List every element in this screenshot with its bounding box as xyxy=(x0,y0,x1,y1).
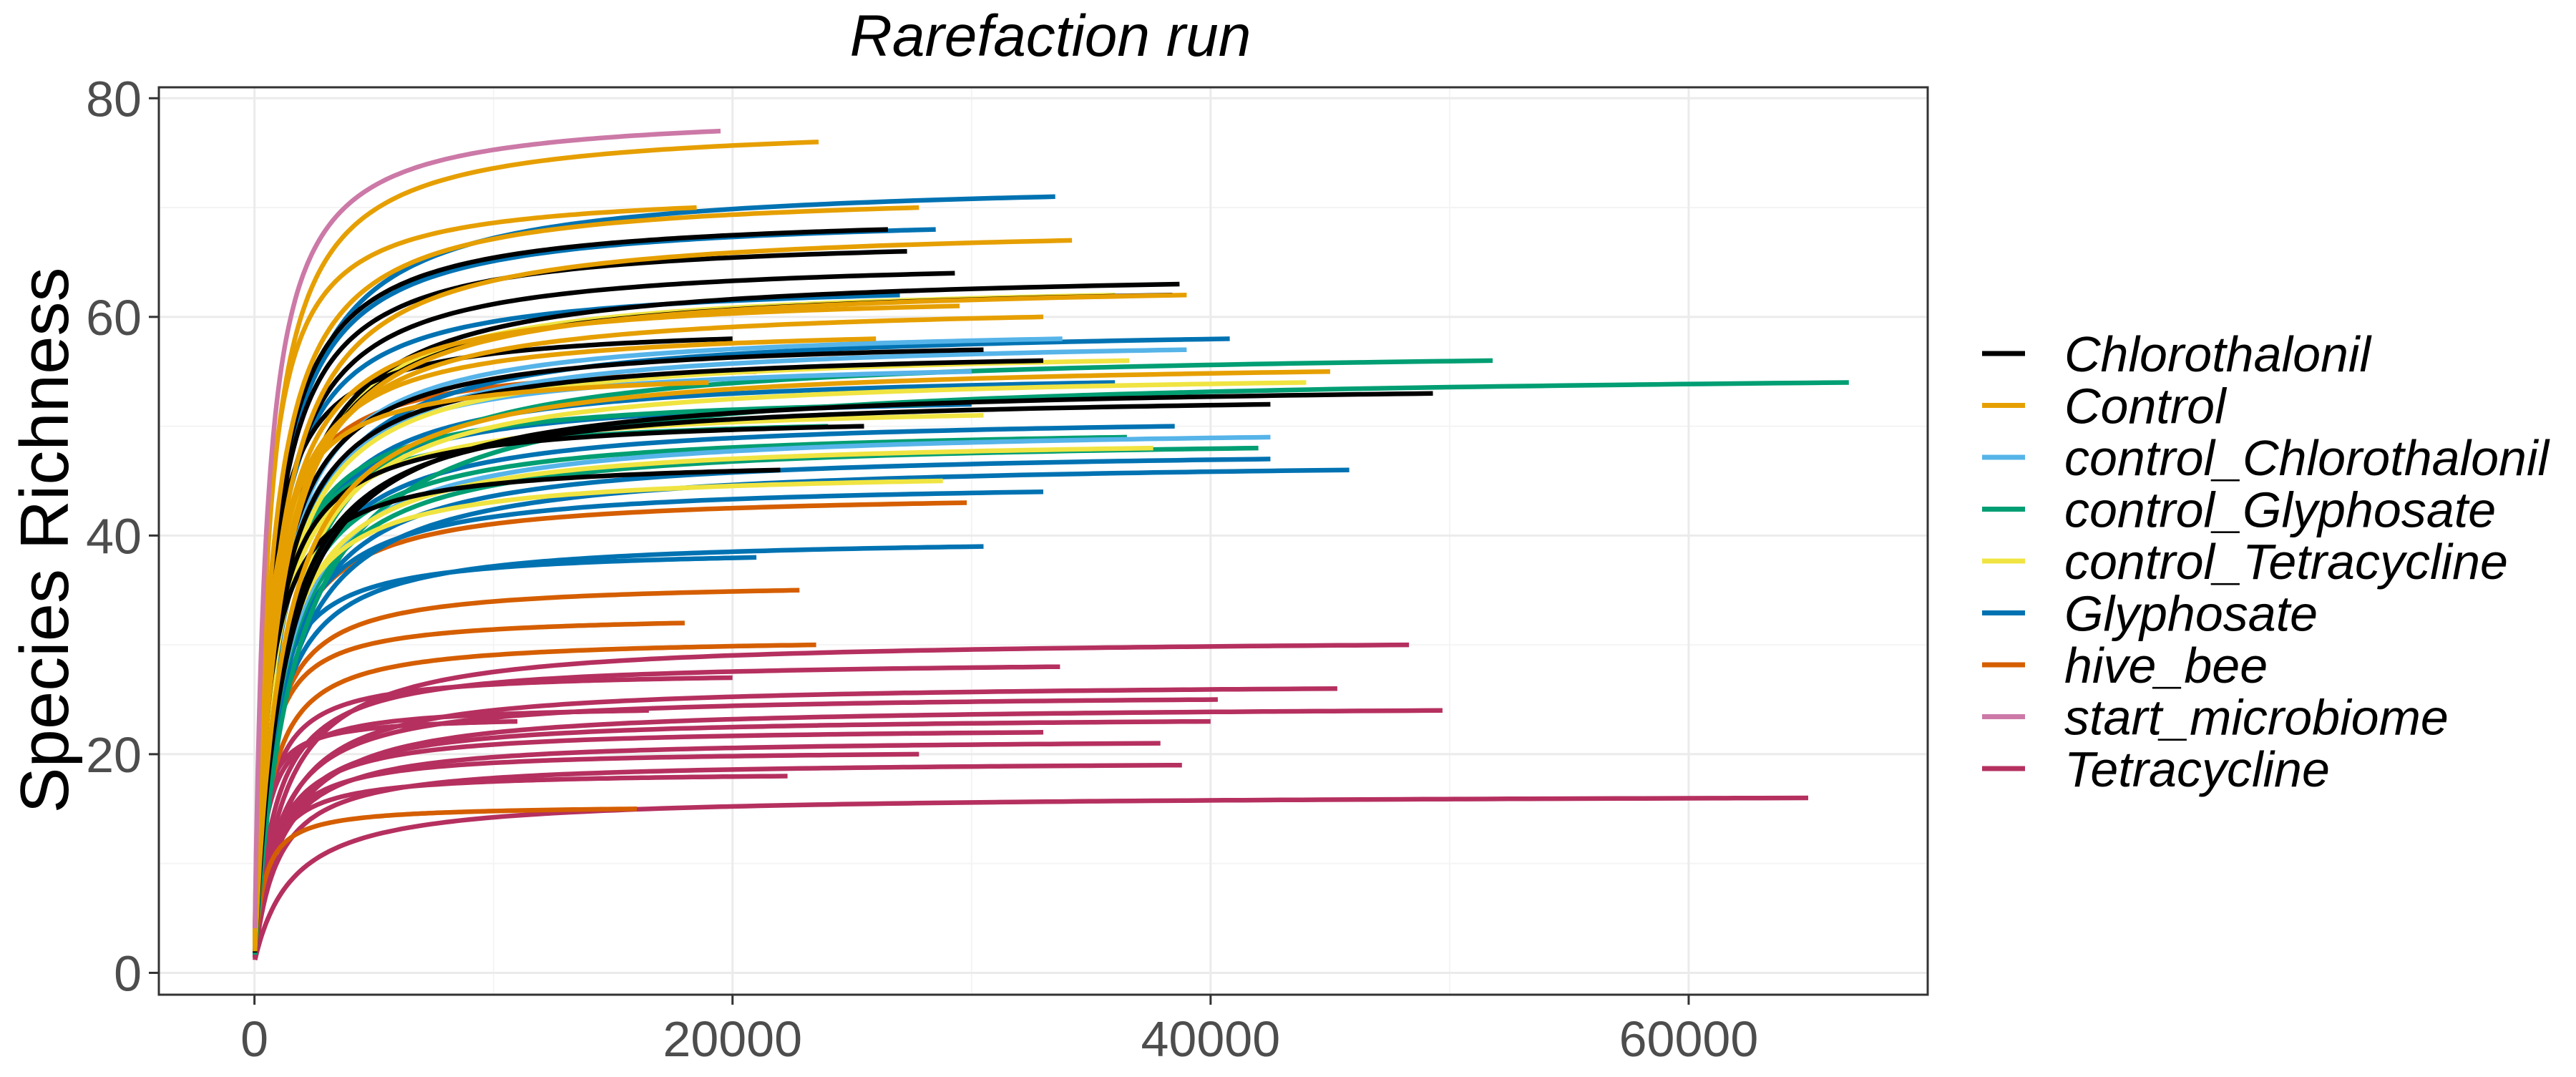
legend: ChlorothalonilControlcontrol_Chlorothalo… xyxy=(1982,326,2551,797)
rarefaction-curves xyxy=(253,128,1849,963)
plot-panel-border xyxy=(157,86,1929,996)
legend-label: Glyphosate xyxy=(2064,586,2318,642)
legend-item: Control xyxy=(1982,379,2228,434)
rarefaction-curve xyxy=(253,227,888,942)
rarefaction-curve xyxy=(253,806,638,957)
series-start-microbiome xyxy=(253,128,721,930)
legend-label: Control xyxy=(2064,379,2228,434)
y-axis-title: Species Richness xyxy=(6,267,83,813)
legend-label: hive_bee xyxy=(2064,638,2268,693)
rarefaction-curve xyxy=(253,795,1809,963)
y-axis: 0 20 40 60 80 xyxy=(86,71,159,1001)
rarefaction-curve xyxy=(253,358,1044,950)
legend-item: control_Glyphosate xyxy=(1982,482,2496,538)
legend-item: Glyphosate xyxy=(1982,586,2318,642)
y-tick-label: 60 xyxy=(86,290,142,346)
rarefaction-curve xyxy=(253,380,709,940)
y-tick-label: 80 xyxy=(86,71,142,127)
x-tick-label: 20000 xyxy=(663,1011,802,1067)
x-tick-label: 60000 xyxy=(1619,1011,1759,1067)
grid-lines xyxy=(159,87,1928,995)
rarefaction-curve xyxy=(253,642,1410,959)
legend-label: control_Glyphosate xyxy=(2064,482,2496,538)
legend-label: Chlorothalonil xyxy=(2064,326,2372,382)
rarefaction-curve xyxy=(253,369,1330,954)
legend-item: Chlorothalonil xyxy=(1982,326,2372,382)
y-tick-label: 20 xyxy=(86,727,142,783)
legend-label: Tetracycline xyxy=(2064,741,2330,797)
chart-title: Rarefaction run xyxy=(850,4,1252,69)
rarefaction-curve xyxy=(253,205,919,942)
rarefaction-curve xyxy=(253,751,919,958)
x-tick-label: 0 xyxy=(240,1011,268,1067)
legend-item: hive_bee xyxy=(1982,638,2268,693)
legend-label: start_microbiome xyxy=(2064,690,2449,746)
rarefaction-curve xyxy=(253,391,1433,955)
x-tick-label: 40000 xyxy=(1141,1011,1281,1067)
series-tetracycline xyxy=(253,642,1809,963)
legend-item: start_microbiome xyxy=(1982,690,2449,746)
y-tick-label: 40 xyxy=(86,508,142,564)
rarefaction-curve xyxy=(253,128,721,930)
legend-item: Tetracycline xyxy=(1982,741,2330,797)
legend-item: control_Chlorothalonil xyxy=(1982,430,2551,486)
legend-label: control_Chlorothalonil xyxy=(2064,430,2551,486)
rarefaction-curve xyxy=(253,314,1044,948)
legend-item: control_Tetracycline xyxy=(1982,534,2508,590)
rarefaction-curve xyxy=(253,762,1182,960)
y-tick-label: 0 xyxy=(114,945,142,1001)
x-axis: 0 20000 40000 60000 xyxy=(240,995,1758,1067)
legend-label: control_Tetracycline xyxy=(2064,534,2508,590)
